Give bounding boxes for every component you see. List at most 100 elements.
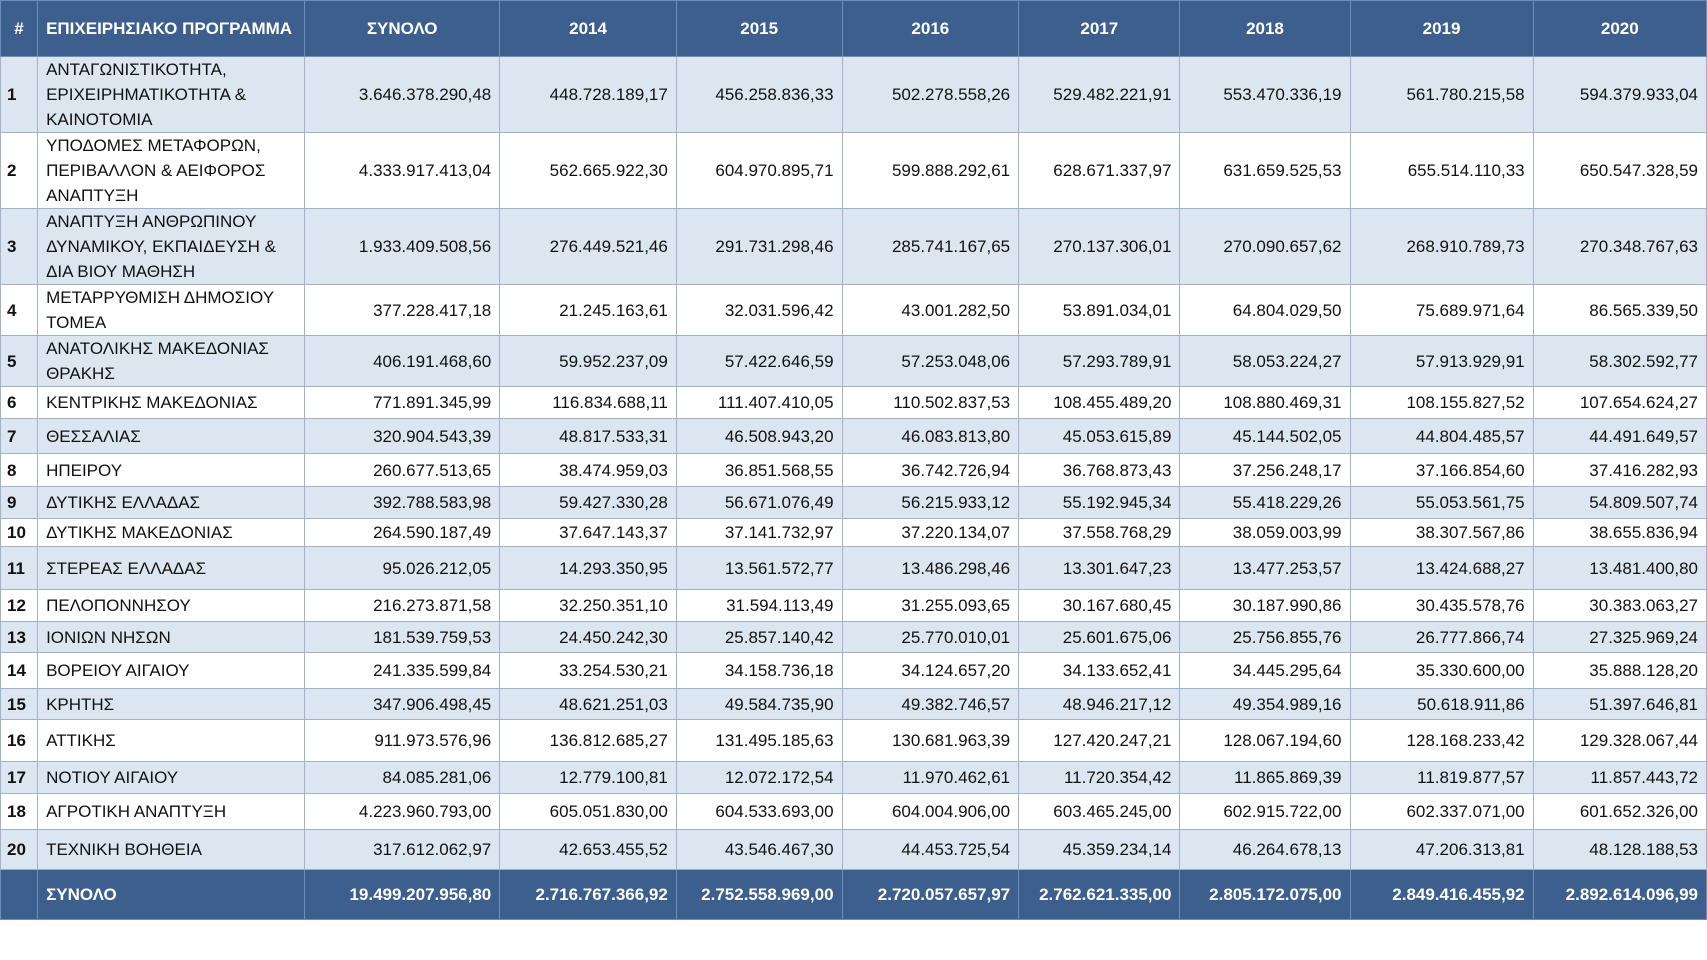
amount-cell: 111.407.410,05	[675, 386, 843, 419]
amount-cell: 27.325.969,24	[1532, 621, 1707, 653]
amount-cell: 24.450.242,30	[499, 621, 677, 653]
program-name: ΜΕΤΑΡΡΥΘΜΙΣΗ ΔΗΜΟΣΙΟΥ ΤΟΜΕΑ	[37, 284, 306, 336]
amount-cell: 317.612.062,97	[304, 829, 501, 870]
amount-cell: 456.258.836,33	[675, 56, 843, 133]
row-index: 1	[0, 56, 39, 133]
amount-cell: 36.768.873,43	[1018, 453, 1181, 487]
amount-cell: 12.072.172,54	[675, 761, 843, 794]
amount-cell: 108.880.469,31	[1179, 386, 1351, 419]
total-cell: 2.720.057.657,97	[841, 869, 1020, 920]
amount-cell: 56.671.076,49	[675, 486, 843, 519]
amount-cell: 594.379.933,04	[1532, 56, 1707, 133]
amount-cell: 11.865.869,39	[1179, 761, 1351, 794]
amount-cell: 32.250.351,10	[499, 589, 677, 622]
amount-cell: 13.561.572,77	[675, 546, 843, 590]
amount-cell: 75.689.971,64	[1349, 284, 1534, 336]
amount-cell: 181.539.759,53	[304, 621, 501, 653]
amount-cell: 628.671.337,97	[1018, 132, 1181, 209]
amount-cell: 45.053.615,89	[1018, 418, 1181, 454]
amount-cell: 48.621.251,03	[499, 688, 677, 720]
amount-cell: 57.293.789,91	[1018, 335, 1181, 387]
header-year-2015: 2015	[675, 0, 843, 57]
amount-cell: 270.348.767,63	[1532, 208, 1707, 285]
amount-cell: 45.144.502,05	[1179, 418, 1351, 454]
total-label: ΣΥΝΟΛΟ	[37, 869, 306, 920]
amount-cell: 37.166.854,60	[1349, 453, 1534, 487]
program-name: ΔΥΤΙΚΗΣ ΜΑΚΕΔΟΝΙΑΣ	[37, 518, 306, 547]
amount-cell: 604.533.693,00	[675, 793, 843, 830]
amount-cell: 11.720.354,42	[1018, 761, 1181, 794]
amount-cell: 406.191.468,60	[304, 335, 501, 387]
amount-cell: 13.424.688,27	[1349, 546, 1534, 590]
amount-cell: 320.904.543,39	[304, 418, 501, 454]
amount-cell: 270.090.657,62	[1179, 208, 1351, 285]
program-name: ΠΕΛΟΠΟΝΝΗΣΟΥ	[37, 589, 306, 622]
amount-cell: 25.770.010,01	[841, 621, 1020, 653]
amount-cell: 55.192.945,34	[1018, 486, 1181, 519]
table-row: 20 ΤΕΧΝΙΚΗ ΒΟΗΘΕΙΑ 317.612.062,97 42.653.45…	[0, 829, 1707, 870]
program-name: ΑΓΡΟΤΙΚΗ ΑΝΑΠΤΥΞΗ	[37, 793, 306, 830]
amount-cell: 36.742.726,94	[841, 453, 1020, 487]
amount-cell: 553.470.336,19	[1179, 56, 1351, 133]
program-name: ΚΕΝΤΡΙΚΗΣ ΜΑΚΕΔΟΝΙΑΣ	[37, 386, 306, 419]
total-cell: 2.716.767.366,92	[499, 869, 677, 920]
total-cell: 2.805.172.075,00	[1179, 869, 1351, 920]
amount-cell: 14.293.350,95	[499, 546, 677, 590]
table-row: 7 ΘΕΣΣΑΛΙΑΣ 320.904.543,39 48.817.533,31 46.…	[0, 418, 1707, 454]
amount-cell: 108.455.489,20	[1018, 386, 1181, 419]
table-row: 16 ΑΤΤΙΚΗΣ 911.973.576,96 136.812.685,27 131…	[0, 719, 1707, 762]
table-row: 9 ΔΥΤΙΚΗΣ ΕΛΛΑΔΑΣ 392.788.583,98 59.427.330…	[0, 486, 1707, 519]
program-name: ΝΟΤΙΟΥ ΑΙΓΑΙΟΥ	[37, 761, 306, 794]
table-body: 1 ΑΝΤΑΓΩΝΙΣΤΙΚΟΤΗΤΑ, ΕΡΙΧΕΙΡΗΜΑΤΙΚΟΤΗΤΑ &…	[0, 56, 1707, 870]
amount-cell: 264.590.187,49	[304, 518, 501, 547]
table-row: 17 ΝΟΤΙΟΥ ΑΙΓΑΙΟΥ 84.085.281,06 12.779.100,…	[0, 761, 1707, 794]
amount-cell: 35.888.128,20	[1532, 652, 1707, 689]
amount-cell: 30.167.680,45	[1018, 589, 1181, 622]
amount-cell: 32.031.596,42	[675, 284, 843, 336]
amount-cell: 44.453.725,54	[841, 829, 1020, 870]
row-index: 6	[0, 386, 39, 419]
amount-cell: 128.067.194,60	[1179, 719, 1351, 762]
amount-cell: 31.255.093,65	[841, 589, 1020, 622]
amount-cell: 562.665.922,30	[499, 132, 677, 209]
row-index: 4	[0, 284, 39, 336]
amount-cell: 58.302.592,77	[1532, 335, 1707, 387]
amount-cell: 21.245.163,61	[499, 284, 677, 336]
amount-cell: 37.141.732,97	[675, 518, 843, 547]
amount-cell: 50.618.911,86	[1349, 688, 1534, 720]
table-row: 14 ΒΟΡΕΙΟΥ ΑΙΓΑΙΟΥ 241.335.599,84 33.254.53…	[0, 652, 1707, 689]
amount-cell: 54.809.507,74	[1532, 486, 1707, 519]
program-name: ΗΠΕΙΡΟΥ	[37, 453, 306, 487]
header-year-2018: 2018	[1179, 0, 1351, 57]
amount-cell: 602.337.071,00	[1349, 793, 1534, 830]
amount-cell: 1.933.409.508,56	[304, 208, 501, 285]
amount-cell: 49.382.746,57	[841, 688, 1020, 720]
amount-cell: 108.155.827,52	[1349, 386, 1534, 419]
header-index: #	[0, 0, 39, 57]
row-index: 20	[0, 829, 39, 870]
header-year-2019: 2019	[1349, 0, 1534, 57]
row-index: 18	[0, 793, 39, 830]
amount-cell: 57.253.048,06	[841, 335, 1020, 387]
program-name: ΑΝΤΑΓΩΝΙΣΤΙΚΟΤΗΤΑ, ΕΡΙΧΕΙΡΗΜΑΤΙΚΟΤΗΤΑ & …	[37, 56, 306, 133]
amount-cell: 11.857.443,72	[1532, 761, 1707, 794]
amount-cell: 131.495.185,63	[675, 719, 843, 762]
amount-cell: 502.278.558,26	[841, 56, 1020, 133]
amount-cell: 34.124.657,20	[841, 652, 1020, 689]
amount-cell: 128.168.233,42	[1349, 719, 1534, 762]
total-cell: 2.762.621.335,00	[1018, 869, 1181, 920]
program-name: ΑΤΤΙΚΗΣ	[37, 719, 306, 762]
table-row: 6 ΚΕΝΤΡΙΚΗΣ ΜΑΚΕΔΟΝΙΑΣ 771.891.345,99 116.8…	[0, 386, 1707, 419]
row-index: 2	[0, 132, 39, 209]
amount-cell: 4.223.960.793,00	[304, 793, 501, 830]
row-index: 17	[0, 761, 39, 794]
amount-cell: 59.952.237,09	[499, 335, 677, 387]
amount-cell: 49.354.989,16	[1179, 688, 1351, 720]
amount-cell: 25.857.140,42	[675, 621, 843, 653]
row-index: 10	[0, 518, 39, 547]
amount-cell: 48.817.533,31	[499, 418, 677, 454]
amount-cell: 38.655.836,94	[1532, 518, 1707, 547]
amount-cell: 42.653.455,52	[499, 829, 677, 870]
program-name: ΤΕΧΝΙΚΗ ΒΟΗΘΕΙΑ	[37, 829, 306, 870]
row-index: 3	[0, 208, 39, 285]
